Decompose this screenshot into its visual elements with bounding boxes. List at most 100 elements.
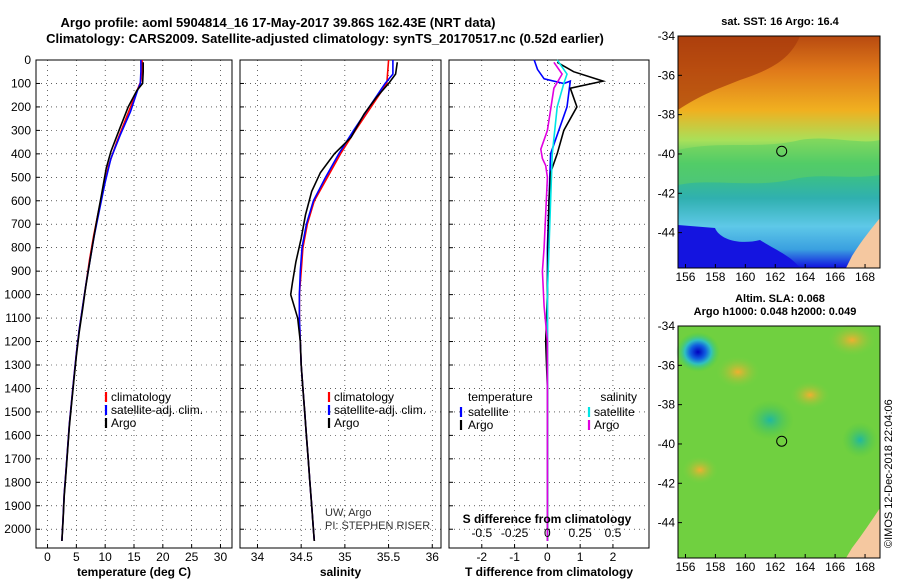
- title-line1: Argo profile: aoml 5904814_16 17-May-201…: [61, 15, 496, 30]
- legend-label: Argo: [594, 418, 620, 432]
- s-tick-label: -0.25: [501, 526, 529, 540]
- x-tick-label: 34.5: [289, 550, 313, 564]
- x-axis-label: temperature (deg C): [77, 565, 191, 579]
- x-tick-label: -2: [476, 550, 487, 564]
- depth-tick-label: 1900: [4, 499, 31, 513]
- sla-eddy-cold: [676, 332, 720, 372]
- x-tick-label: 5: [73, 550, 80, 564]
- s-tick-label: 0: [544, 526, 551, 540]
- sst-argo-marker: [776, 145, 788, 157]
- sst-cold-patch: [678, 225, 800, 268]
- plot-frame: [239, 59, 442, 549]
- x-tick-label: 15: [127, 550, 141, 564]
- sla-map: Altim. SLA: 0.068 Argo h1000: 0.048 h200…: [658, 293, 881, 574]
- credit-annotation: UW, Argo: [325, 507, 371, 519]
- sst-map: sat. SST: 16 Argo: 16.4 156 158 160 162 164 1…: [658, 16, 881, 284]
- sst-map-title: sat. SST: 16 Argo: 16.4: [721, 16, 839, 28]
- map-x-tick-label: 156: [675, 270, 695, 284]
- legend-title-temperature: temperature: [468, 390, 533, 404]
- map-x-tick-label: 168: [855, 560, 875, 574]
- plot-frame: [35, 59, 233, 549]
- x-axis-label: salinity: [320, 565, 362, 579]
- legend-label: satellite: [594, 405, 635, 419]
- legend-label: Argo: [111, 416, 137, 430]
- sla-warm-patch-3: [790, 381, 830, 409]
- legend-label: satellite-adj. clim.: [334, 403, 426, 417]
- map-frame: [677, 35, 881, 269]
- map-x-tick-label: 162: [765, 270, 785, 284]
- depth-tick-label: 1200: [4, 335, 31, 349]
- title-line2: Climatology: CARS2009. Satellite-adjuste…: [46, 31, 604, 46]
- sst-green-band: [678, 138, 880, 185]
- map-y-tick-label: -40: [658, 437, 676, 451]
- credit-text: ©IMOS 12-Dec-2018 22:04:06: [883, 399, 895, 548]
- sla-cool-patch-1: [746, 400, 794, 440]
- sla-warm-patch-4: [682, 456, 718, 484]
- depth-tick-label: 2000: [4, 522, 31, 536]
- depth-tick-label: 1500: [4, 405, 31, 419]
- sla-warm-patch-1: [716, 356, 760, 388]
- map-x-tick-label: 158: [705, 560, 725, 574]
- x-tick-label: 30: [214, 550, 228, 564]
- s-tick-label: 0.25: [568, 526, 592, 540]
- map-y-tick-label: -44: [658, 226, 676, 240]
- map-x-tick-label: 158: [705, 270, 725, 284]
- map-y-tick-label: -44: [658, 516, 676, 530]
- map-y-tick-label: -42: [658, 186, 676, 200]
- legend-title-salinity: salinity: [600, 390, 637, 404]
- sla-warm-patch-2: [828, 324, 876, 356]
- sla-map-title: Altim. SLA: 0.068: [735, 293, 825, 305]
- depth-tick-label: 100: [11, 76, 31, 90]
- map-x-tick-label: 160: [735, 560, 755, 574]
- x-tick-label: 20: [156, 550, 170, 564]
- map-y-tick-label: -38: [658, 398, 676, 412]
- depth-tick-label: 900: [11, 264, 31, 278]
- legend-label: Argo: [468, 418, 494, 432]
- map-x-tick-label: 162: [765, 560, 785, 574]
- sla-argo-marker: [776, 435, 788, 447]
- map-x-tick-label: 164: [795, 270, 815, 284]
- sla-map-title2: Argo h1000: 0.048 h2000: 0.049: [694, 306, 857, 318]
- map-y-tick-label: -42: [658, 476, 676, 490]
- depth-tick-label: 600: [11, 194, 31, 208]
- legend-label: climatology: [111, 390, 171, 404]
- map-y-tick-label: -36: [658, 68, 676, 82]
- x-tick-label: 34: [251, 550, 265, 564]
- x-tick-label: 25: [185, 550, 199, 564]
- salinity-panel: 34 34.5 35 35.5 36 salinity climatologysatelli…: [239, 59, 442, 579]
- depth-tick-label: 1000: [4, 288, 31, 302]
- x-tick-label: 1: [577, 550, 584, 564]
- map-y-tick-label: -34: [658, 319, 676, 333]
- series-line-s-argo: [539, 61, 564, 541]
- x-tick-label: 36: [426, 550, 440, 564]
- x-tick-label: 35: [338, 550, 352, 564]
- s-axis-label: S difference from climatology: [463, 512, 632, 526]
- x-tick-label: 0: [544, 550, 551, 564]
- x-tick-label: -1: [509, 550, 520, 564]
- s-tick-label: -0.5: [471, 526, 492, 540]
- depth-tick-label: 1300: [4, 358, 31, 372]
- x-tick-label: 0: [44, 550, 51, 564]
- sla-cool-patch-2: [842, 422, 878, 458]
- depth-tick-label: 300: [11, 123, 31, 137]
- map-x-tick-label: 166: [825, 560, 845, 574]
- difference-panel: -2 -1 0 1 2T difference from climatology -0.5…: [448, 59, 650, 579]
- depth-tick-label: 1700: [4, 452, 31, 466]
- depth-tick-label: 800: [11, 241, 31, 255]
- series-line-argo: [289, 62, 399, 542]
- map-x-tick-label: 156: [675, 560, 695, 574]
- legend-label: satellite: [468, 405, 509, 419]
- depth-tick-label: 1400: [4, 381, 31, 395]
- legend-label: climatology: [334, 390, 394, 404]
- x-tick-label: 10: [98, 550, 112, 564]
- map-x-tick-label: 160: [735, 270, 755, 284]
- sla-land: [846, 508, 880, 558]
- temperature-panel: 0 5 10 15 20 25 30 temperature (deg C) climatolo…: [35, 59, 233, 579]
- sst-warm-patch: [678, 36, 800, 110]
- depth-tick-label: 400: [11, 147, 31, 161]
- sst-land: [846, 218, 880, 268]
- map-y-tick-label: -36: [658, 358, 676, 372]
- x-tick-label: 2: [610, 550, 617, 564]
- map-y-tick-label: -34: [658, 29, 676, 43]
- plot-frame: [448, 59, 650, 549]
